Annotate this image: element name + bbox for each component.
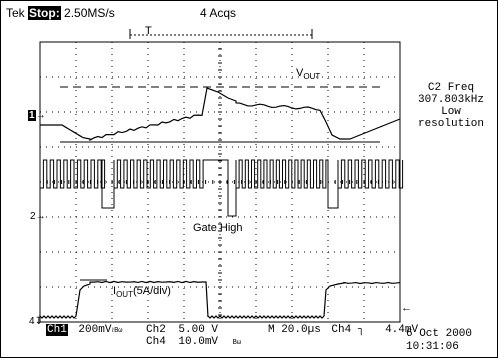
trigger-slope-icon: ┐ — [357, 324, 365, 336]
measurement-note-2: resolution — [417, 118, 484, 130]
ch2-scale: 5.00 V — [178, 324, 219, 336]
ch2-ground-marker: 2→ — [30, 211, 46, 222]
measurement-value: 307.803kHz — [417, 94, 484, 106]
sample-rate-readout: 2.50MS/s — [64, 6, 115, 20]
iout-trace — [39, 280, 401, 319]
trigger-level: 4.4mV — [385, 324, 419, 336]
ch1-readout: Ch1 200mV≀Bω — [46, 324, 122, 336]
measurement-panel: C2 Freq 307.803kHz Low resolution — [410, 82, 492, 130]
ch1-label: Ch1 — [46, 324, 68, 336]
timestamp: 6 Oct 2000 10:31:06 — [406, 328, 472, 354]
ch4-ground-marker: 4↧ — [29, 316, 43, 327]
measurement-title: C2 Freq — [427, 82, 475, 94]
vout-trace — [40, 87, 401, 142]
run-state-badge: Stop: — [28, 6, 61, 20]
time-readout: 10:31:06 — [406, 341, 459, 353]
ch1-scale: 200mV — [78, 324, 112, 336]
trigger-window-bracket — [129, 29, 313, 39]
graticule — [39, 41, 401, 323]
ch1-ground-marker: 1→ — [28, 110, 46, 121]
ch4-coupling: Bω — [232, 339, 242, 347]
iout-label: IOUT(5A/div) — [113, 285, 171, 300]
trigger-level-arrow-icon: ← — [401, 302, 412, 314]
vout-label: VOUT — [296, 67, 321, 82]
ch2-label: Ch2 — [146, 324, 166, 336]
timebase-readout: M 20.0µs Ch4 ┐ 4.4mV — [268, 324, 418, 336]
gate-high-label: Gate High — [193, 222, 243, 234]
ch4-readout: Ch4 10.0mV Bω — [146, 336, 241, 348]
timebase-value: M 20.0µs — [268, 324, 321, 336]
trigger-position-marker: T — [145, 25, 152, 37]
ch4-scale: 10.0mV — [178, 336, 219, 348]
measurement-note-1: Low — [441, 106, 461, 118]
date-readout: 6 Oct 2000 — [406, 328, 473, 340]
ch2-readout: Ch2 5.00 V — [146, 324, 218, 336]
trigger-source: Ch4 — [331, 324, 352, 336]
header-bar: Tek Stop: 2.50MS/s — [6, 6, 115, 20]
ch4-label: Ch4 — [146, 336, 166, 348]
acqs-readout: 4 Acqs — [200, 6, 237, 20]
brand-label: Tek — [6, 6, 25, 20]
ch1-coupling: ≀Bω — [111, 327, 123, 335]
gate-trace — [39, 159, 404, 217]
